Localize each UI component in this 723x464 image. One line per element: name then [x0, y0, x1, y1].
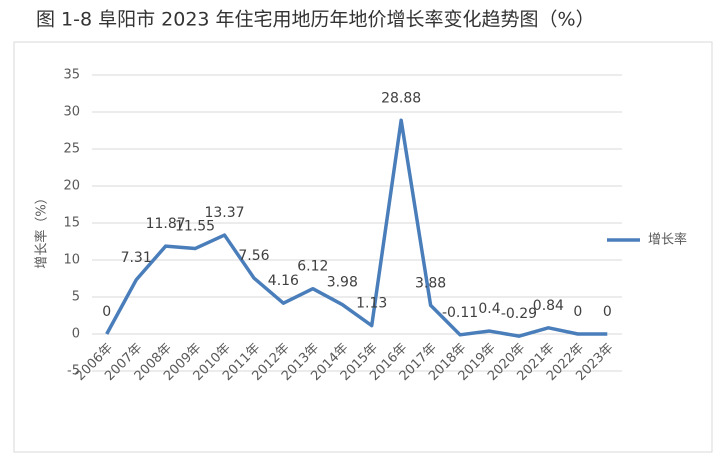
data-label: 13.37 [204, 205, 244, 221]
data-label: 0.4 [478, 301, 500, 317]
data-label: 3.88 [415, 275, 446, 291]
y-tick-label: -5 [67, 364, 80, 379]
data-label: 0 [102, 304, 111, 320]
chart-border [13, 41, 713, 453]
y-tick-label: 15 [63, 216, 80, 231]
data-label: 1.13 [356, 296, 387, 312]
y-tick-label: 20 [63, 179, 80, 194]
data-label: 4.16 [268, 273, 299, 289]
data-label: 0 [603, 304, 612, 320]
y-tick-label: 0 [72, 327, 80, 342]
legend-label: 增长率 [648, 232, 687, 248]
data-label: -0.11 [442, 305, 478, 321]
data-label: -0.29 [501, 306, 537, 322]
data-label: 7.31 [121, 250, 152, 266]
data-label: 7.56 [238, 248, 269, 264]
y-tick-label: 35 [63, 68, 80, 83]
y-tick-label: 30 [63, 105, 80, 120]
data-label: 0 [573, 304, 582, 320]
line-series [105, 118, 608, 338]
chart-title: 图 1-8 阜阳市 2023 年住宅用地历年地价增长率变化趋势图（%） [36, 9, 595, 31]
y-axis-title: 增长率（%） [34, 191, 50, 268]
y-tick-label: 10 [63, 253, 80, 268]
y-tick-label: 25 [63, 142, 80, 157]
data-label: 0.84 [533, 298, 564, 314]
data-label: 28.88 [381, 90, 421, 106]
data-label: 11.87 [146, 216, 186, 232]
data-label: 6.12 [297, 259, 328, 275]
data-label: 3.98 [327, 275, 358, 291]
data-label: 11.55 [175, 219, 215, 235]
y-tick-label: 5 [72, 290, 80, 305]
